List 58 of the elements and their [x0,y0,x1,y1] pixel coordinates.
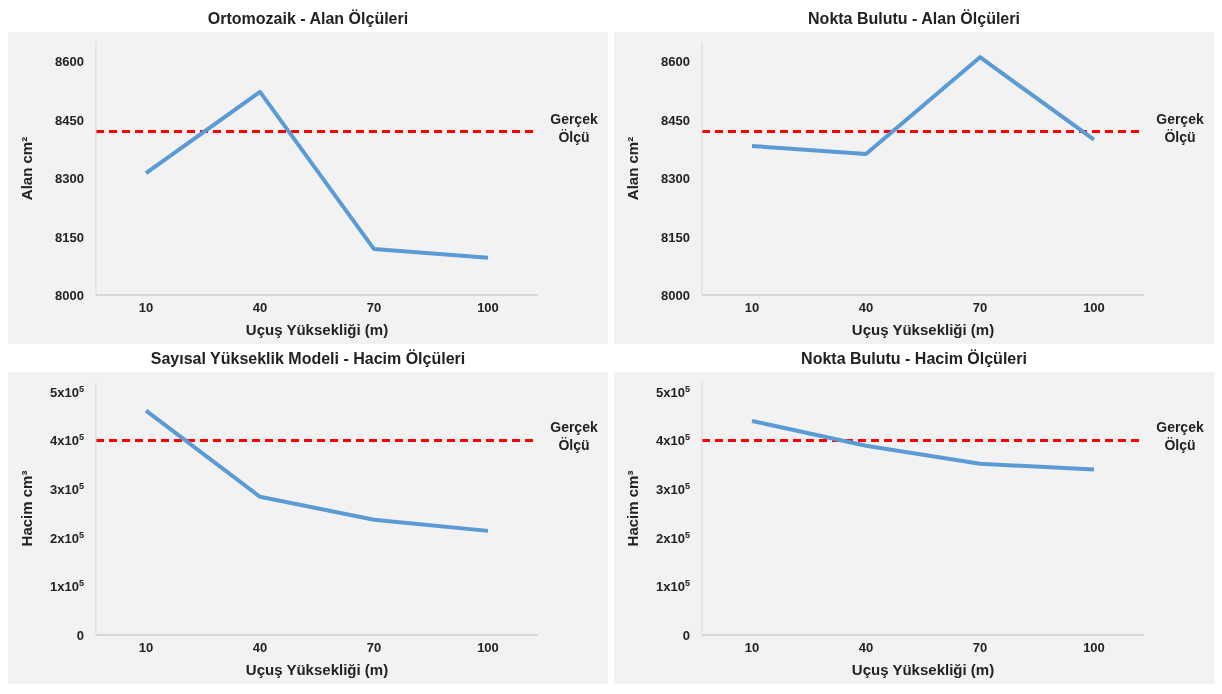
x-tick-label: 40 [858,640,874,656]
y-tick-label: 4x10$^{5}$ [50,432,84,449]
y-axis-title: Hacim cm³ [18,470,35,547]
x-tick-label: 70 [972,640,988,656]
x-tick-label: 70 [366,640,382,656]
x-axis-title: Uçuş Yüksekliği (m) [245,661,389,678]
line-series [144,408,490,533]
chart-title: Nokta Bulutu - Hacim Ölçüleri [800,348,1028,369]
chart-title: Sayısal Yükseklik Modeli - Hacim Ölçüleri [149,348,467,369]
x-tick-label: 40 [858,300,874,316]
y-tick-label: 3x10$^{5}$ [656,481,690,498]
x-axis-title: Uçuş Yüksekliği (m) [245,321,389,338]
y-tick-label: 3x10$^{5}$ [50,481,84,498]
y-axis-title: Alan cm² [18,136,35,201]
x-axis-title: Uçuş Yüksekliği (m) [851,321,995,338]
x-tick-label: 40 [252,300,268,316]
x-tick-label: 100 [477,640,499,656]
x-tick-label: 70 [972,300,988,316]
x-tick-label: 10 [138,640,154,656]
x-axis-title: Uçuş Yüksekliği (m) [851,661,995,678]
y-tick-label: 8300 [661,171,690,187]
y-tick-label: 5x10$^{5}$ [50,383,84,400]
y-axis-title: Hacim cm³ [624,470,641,547]
y-tick-label: 1x10$^{5}$ [656,578,690,595]
y-tick-label: 4x10$^{5}$ [656,432,690,449]
ref-line-label: Gerçek Ölçü [550,110,598,145]
x-tick-label: 100 [1083,640,1105,656]
ref-line-label: Gerçek Ölçü [550,419,598,454]
x-tick-label: 100 [477,300,499,316]
y-tick-label: 8300 [55,171,84,187]
y-tick-label: 8450 [661,112,690,128]
y-tick-label: 8150 [55,229,84,245]
y-tick-label: 1x10$^{5}$ [50,578,84,595]
x-tick-label: 100 [1083,300,1105,316]
y-tick-label: 8450 [55,112,84,128]
x-tick-label: 40 [252,640,268,656]
y-tick-label: 8150 [661,229,690,245]
x-tick-label: 10 [744,300,760,316]
chart-title: Ortomozaik - Alan Ölçüleri [206,8,410,29]
y-tick-label: 0 [682,628,690,643]
x-tick-label: 10 [744,640,760,656]
y-tick-label: 8000 [661,288,690,303]
y-axis-title: Alan cm² [624,136,641,201]
y-tick-label: 2x10$^{5}$ [656,529,690,546]
y-tick-label: 8600 [661,54,690,70]
ref-line-label: Gerçek Ölçü [1156,110,1204,145]
y-tick-label: 0 [76,628,84,643]
y-tick-label: 5x10$^{5}$ [656,383,690,400]
x-tick-label: 70 [366,300,382,316]
line-series [144,89,490,260]
y-tick-label: 8000 [55,288,84,303]
line-series [750,55,1096,157]
ref-line-label: Gerçek Ölçü [1156,419,1204,454]
y-tick-label: 2x10$^{5}$ [50,529,84,546]
line-series [750,418,1096,472]
y-tick-label: 8600 [55,54,84,70]
chart-title: Nokta Bulutu - Alan Ölçüleri [807,8,1021,29]
x-tick-label: 10 [138,300,154,316]
